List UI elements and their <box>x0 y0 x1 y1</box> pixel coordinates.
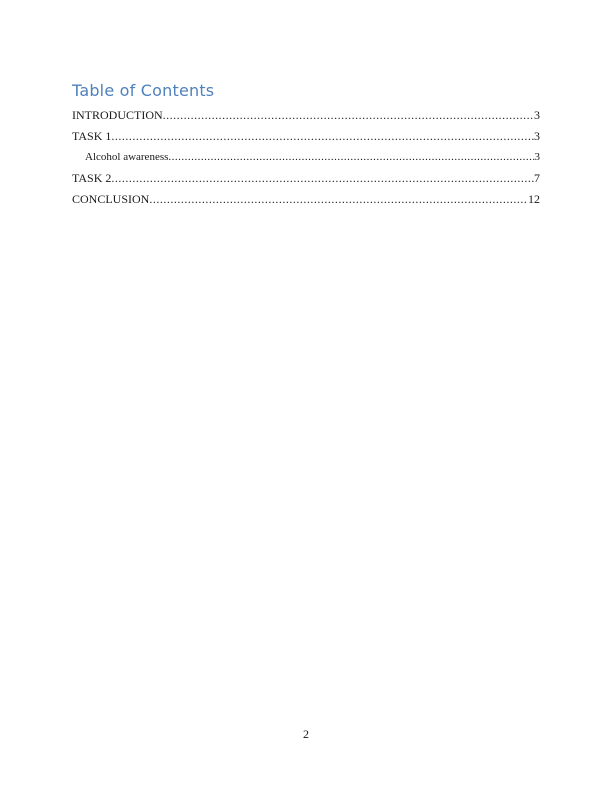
toc-entry-label: CONCLUSION <box>72 192 150 206</box>
leader-dots <box>149 189 528 210</box>
toc-entry-task-1[interactable]: TASK 1 3 <box>72 126 540 147</box>
toc-entry-introduction[interactable]: INTRODUCTION 3 <box>72 105 540 126</box>
toc-entry-label: INTRODUCTION <box>72 108 163 122</box>
toc-entry-page-number: 3 <box>534 108 540 122</box>
toc-list: INTRODUCTION 3 TASK 1 3 Alcohol awarenes… <box>72 105 540 210</box>
toc-section: Table of Contents INTRODUCTION 3 TASK 1 … <box>72 81 540 210</box>
leader-dots <box>163 105 534 126</box>
toc-entry-label: Alcohol awareness <box>85 151 169 163</box>
toc-entry-page-number: 3 <box>534 151 541 163</box>
leader-dots <box>111 168 534 189</box>
footer-page-number: 2 <box>303 727 309 741</box>
toc-entry-alcohol-awareness[interactable]: Alcohol awareness 3 <box>72 147 540 168</box>
toc-heading: Table of Contents <box>72 81 215 100</box>
toc-entry-conclusion[interactable]: CONCLUSION 12 <box>72 189 540 210</box>
toc-entry-task-2[interactable]: TASK 2 7 <box>72 168 540 189</box>
toc-entry-page-number: 3 <box>534 129 540 143</box>
page-footer: 2 <box>0 727 612 741</box>
toc-entry-page-number: 12 <box>528 192 540 206</box>
toc-entry-page-number: 7 <box>534 171 540 185</box>
leader-dots <box>111 126 534 147</box>
toc-entry-label: TASK 2 <box>72 171 112 185</box>
toc-entry-label: TASK 1 <box>72 129 112 143</box>
leader-dots <box>168 147 534 168</box>
